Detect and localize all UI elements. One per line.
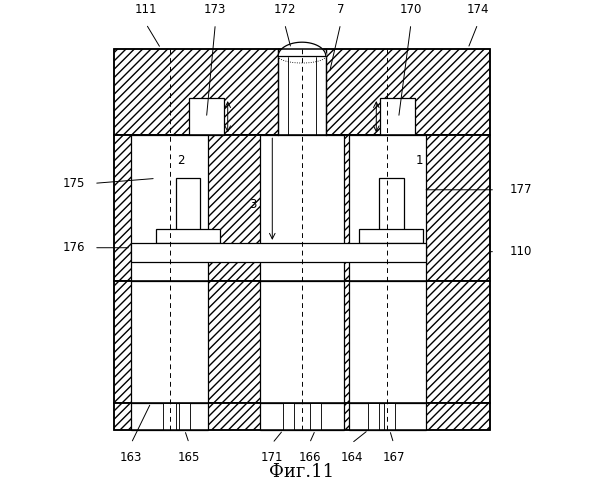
Bar xyxy=(381,98,415,136)
Text: 175: 175 xyxy=(63,177,85,190)
Text: 2: 2 xyxy=(177,154,184,166)
Text: 111: 111 xyxy=(135,4,157,16)
Text: 173: 173 xyxy=(204,4,226,16)
Bar xyxy=(114,282,490,403)
Bar xyxy=(114,402,490,430)
Text: 3: 3 xyxy=(249,198,256,211)
Text: 110: 110 xyxy=(510,245,532,258)
Bar xyxy=(156,229,220,243)
Bar xyxy=(131,282,208,403)
Bar xyxy=(260,402,344,430)
Bar xyxy=(359,229,423,243)
Bar xyxy=(114,48,490,136)
Text: 167: 167 xyxy=(382,451,405,464)
Text: Фиг.11: Фиг.11 xyxy=(269,463,335,481)
Text: 165: 165 xyxy=(178,451,201,464)
Text: 172: 172 xyxy=(274,4,296,16)
Bar xyxy=(260,136,344,282)
Text: 164: 164 xyxy=(340,451,363,464)
Text: 7: 7 xyxy=(337,4,344,16)
Bar xyxy=(114,48,490,430)
Text: 170: 170 xyxy=(400,4,422,16)
Bar xyxy=(283,402,294,430)
Bar xyxy=(379,178,403,243)
Bar xyxy=(368,402,379,430)
Bar xyxy=(189,98,223,136)
Bar xyxy=(349,136,426,282)
Text: 166: 166 xyxy=(298,451,321,464)
Bar xyxy=(349,402,426,430)
Text: 174: 174 xyxy=(466,4,489,16)
Bar xyxy=(179,402,190,430)
Text: 171: 171 xyxy=(261,451,283,464)
Bar xyxy=(278,48,326,136)
Bar xyxy=(260,282,344,403)
Bar xyxy=(114,136,490,282)
Bar xyxy=(310,402,321,430)
Text: 177: 177 xyxy=(510,184,533,196)
Bar xyxy=(163,402,176,430)
Text: 163: 163 xyxy=(120,451,143,464)
Text: 176: 176 xyxy=(63,241,85,254)
Text: 1: 1 xyxy=(416,154,423,166)
Bar xyxy=(131,243,426,262)
Bar xyxy=(131,136,208,282)
Bar xyxy=(384,402,395,430)
Bar xyxy=(349,282,426,403)
Bar xyxy=(131,402,208,430)
Bar xyxy=(176,178,201,243)
